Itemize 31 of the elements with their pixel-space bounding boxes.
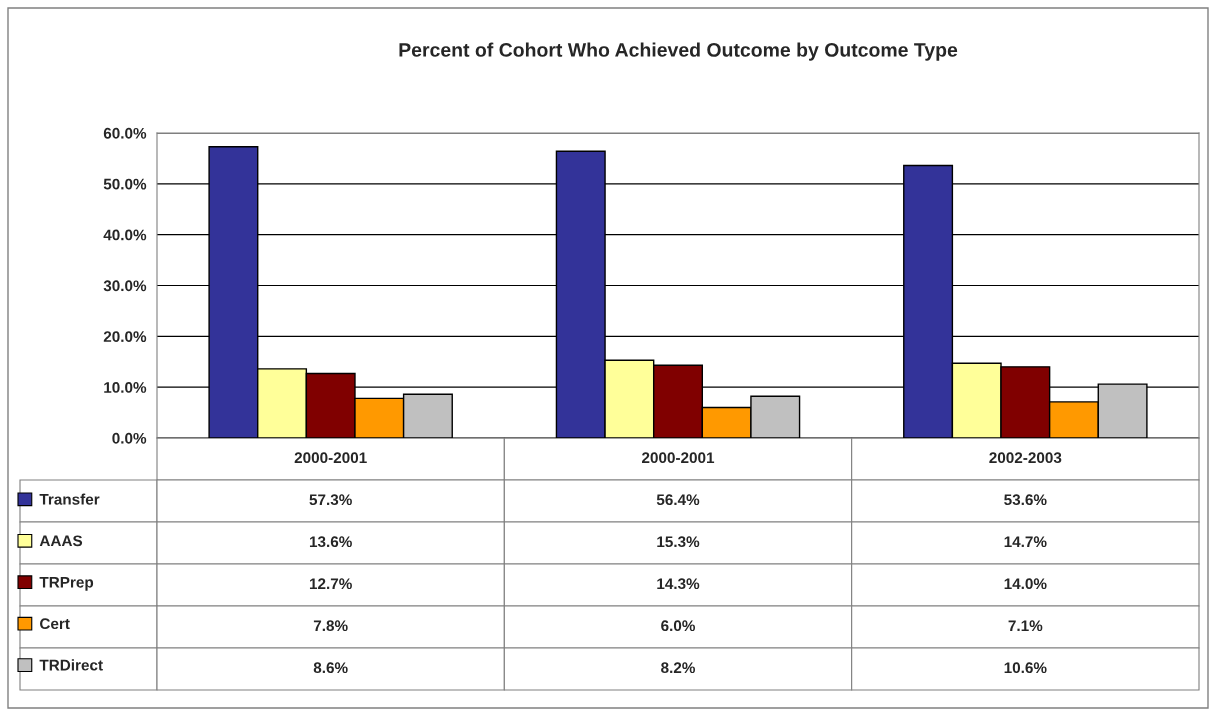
y-tick-label: 10.0%	[104, 382, 147, 393]
data-label: 7.1%	[1008, 620, 1043, 632]
data-label: 56.4%	[656, 494, 700, 506]
legend-label: TRPrep	[39, 576, 94, 591]
data-label: 6.0%	[661, 620, 696, 632]
data-label: 7.8%	[313, 620, 348, 632]
x-tick-label: 2000-2001	[294, 452, 367, 464]
data-label: 12.7%	[309, 578, 352, 590]
y-tick-label: 50.0%	[103, 178, 147, 190]
data-label: 13.6%	[309, 536, 352, 548]
data-label: 8.6%	[313, 662, 348, 674]
x-tick-label: 2000-2001	[642, 452, 715, 464]
y-tick-label: 0.0%	[112, 432, 147, 444]
y-tick-label: 20.0%	[103, 331, 147, 343]
data-label: 10.6%	[1004, 662, 1047, 674]
y-tick-label: 40.0%	[103, 229, 147, 241]
legend-label: Transfer	[39, 493, 100, 505]
data-label: 14.0%	[1004, 578, 1047, 590]
legend-label: Cert	[40, 618, 70, 630]
x-tick-label: 2002-2003	[989, 452, 1062, 464]
y-tick-label: 30.0%	[103, 280, 147, 292]
legend-label: TRDirect	[39, 659, 103, 671]
data-label: 57.3%	[309, 494, 352, 506]
data-label: 15.3%	[657, 536, 700, 548]
y-tick-label: 60.0%	[103, 127, 147, 139]
data-label: 53.6%	[1004, 494, 1047, 506]
legend-label: AAAS	[39, 535, 83, 547]
data-label: 14.3%	[657, 578, 700, 590]
data-label: 14.7%	[1004, 536, 1047, 548]
data-label: 8.2%	[661, 662, 696, 674]
chart-title: Percent of Cohort Who Achieved Outcome by Outcome Type	[399, 42, 958, 61]
